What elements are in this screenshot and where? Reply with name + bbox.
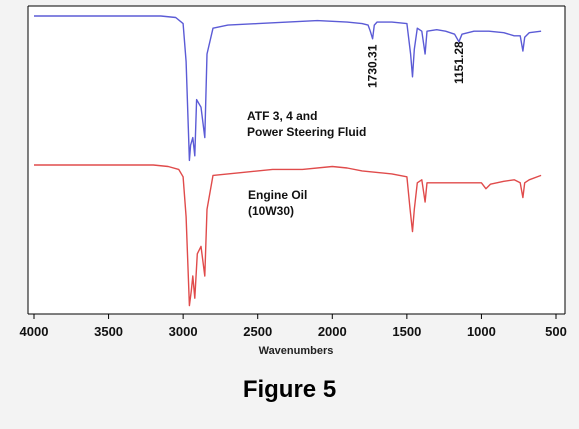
x-axis-label: Wavenumbers (259, 345, 334, 357)
x-tick-label: 3000 (169, 324, 198, 339)
x-tick-label: 1500 (392, 324, 421, 339)
x-tick-label: 2000 (318, 324, 347, 339)
plot-area (28, 6, 565, 314)
figure-caption: Figure 5 (242, 376, 337, 403)
series-line-1 (34, 15, 542, 162)
x-tick-label: 2500 (243, 324, 272, 339)
series-label-2-line-1: Engine Oil (248, 188, 307, 202)
series-label-2-line-2: (10W30) (248, 204, 294, 218)
x-tick-label: 1000 (467, 324, 496, 339)
series-layer (34, 15, 542, 307)
x-tick-label: 3500 (94, 324, 123, 339)
series-labels: ATF 3, 4 and Power Steering Fluid Engine O… (247, 109, 366, 218)
peak-annotation-1: 1730.31 (366, 44, 380, 88)
series-line-2 (34, 164, 542, 307)
peak-annotation-2: 1151.28 (452, 41, 466, 84)
x-tick-label: 500 (545, 324, 567, 339)
series-label-1-line-1: ATF 3, 4 and (247, 109, 317, 123)
series-label-1-line-2: Power Steering Fluid (247, 125, 366, 139)
x-tick-label: 4000 (20, 324, 49, 339)
annotations: 1730.31 1151.28 (366, 41, 466, 88)
x-axis-ticks: 4000 3500 3000 2500 2000 1500 1000 500 (20, 314, 567, 339)
